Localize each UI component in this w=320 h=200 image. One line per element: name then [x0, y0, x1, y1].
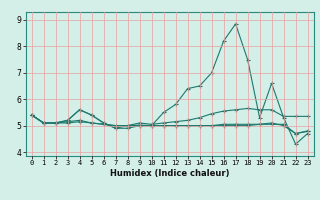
X-axis label: Humidex (Indice chaleur): Humidex (Indice chaleur) [110, 169, 229, 178]
